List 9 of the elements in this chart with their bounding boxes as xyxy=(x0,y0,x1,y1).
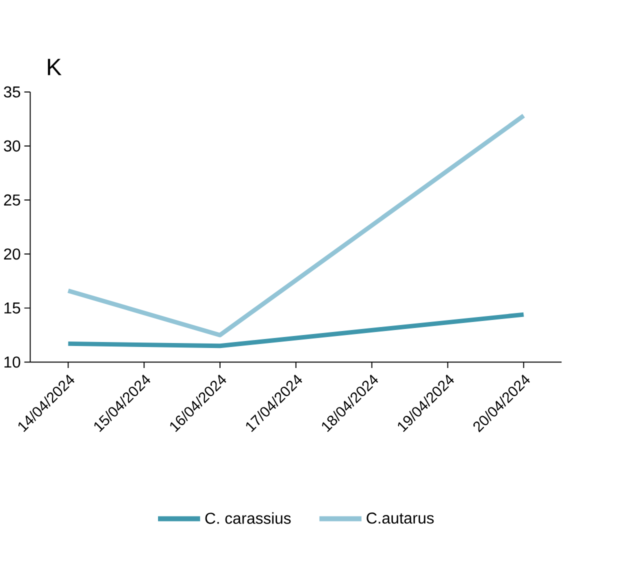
y-tick-label: 25 xyxy=(4,194,20,206)
y-tick-label: 10 xyxy=(4,356,20,368)
y-tick-label: 35 xyxy=(4,86,20,98)
legend-label: C.autarus xyxy=(366,512,434,524)
legend-label: C. carassius xyxy=(205,512,291,524)
y-tick-label: 15 xyxy=(4,302,20,314)
y-tick-label: 30 xyxy=(4,140,20,152)
chart-title: K xyxy=(48,59,62,76)
y-tick-label: 20 xyxy=(4,248,20,260)
